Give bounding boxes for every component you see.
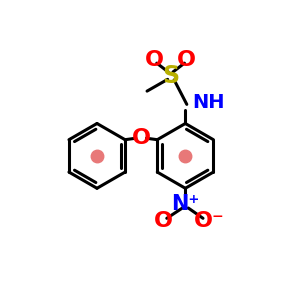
Text: O: O — [132, 128, 151, 148]
Text: O: O — [177, 50, 196, 70]
Text: O: O — [154, 211, 173, 231]
Text: S: S — [162, 64, 179, 88]
Text: O⁻: O⁻ — [194, 211, 225, 231]
Text: O: O — [145, 50, 164, 70]
Text: N⁺: N⁺ — [171, 194, 200, 214]
Text: NH: NH — [193, 93, 225, 112]
